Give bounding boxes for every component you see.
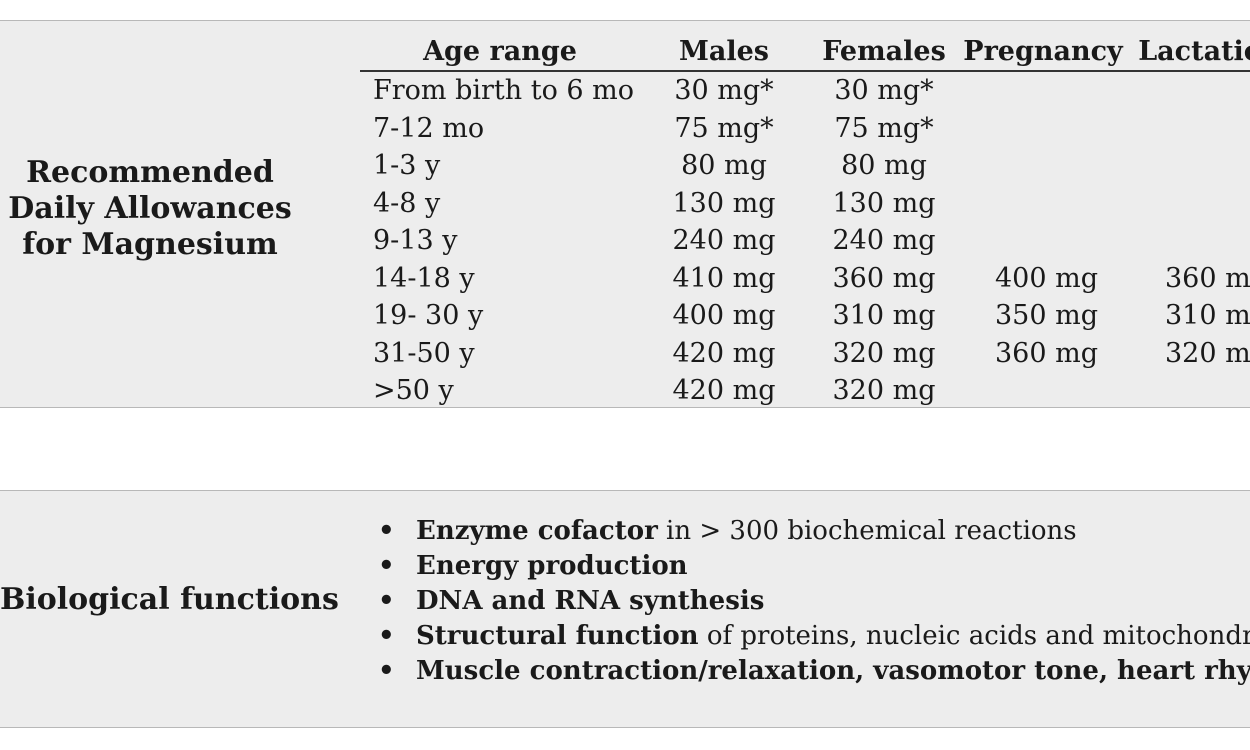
biological-functions-title: Biological functions (0, 582, 339, 617)
cell-pregnancy: 360 mg (995, 337, 1099, 369)
rda-title-line: for Magnesium (22, 227, 278, 262)
cell-males: 240 mg (672, 225, 776, 256)
cell-males: 30 mg* (674, 75, 774, 106)
bullet-marker: • (378, 621, 395, 651)
function-bold-text: DNA and RNA synthesis (416, 586, 765, 616)
function-bold-text: Muscle contraction/relaxation, vasomotor… (416, 656, 1250, 686)
cell-age-range: 31-50 y (373, 337, 475, 369)
function-item: • Muscle contraction/relaxation, vasomoto… (378, 654, 1250, 689)
header-pregnancy: Pregnancy (963, 36, 1123, 67)
bullet-marker: • (378, 656, 395, 686)
rda-title-line: Recommended (26, 155, 274, 190)
cell-age-range: 1-3 y (373, 150, 441, 181)
cell-age-range: 19- 30 y (373, 300, 484, 331)
bullet-marker: • (378, 516, 395, 546)
bullet-marker: • (378, 586, 395, 616)
cell-females: 320 mg (832, 337, 936, 369)
header-lactation: Lactatio (1138, 36, 1250, 67)
function-item: • Enzyme cofactor in > 300 biochemical re… (378, 514, 1250, 549)
function-item: • Energy production (378, 549, 1250, 584)
function-text: Muscle contraction/relaxation, vasomotor… (416, 654, 1250, 689)
function-item: • Structural function of proteins, nuclei… (378, 619, 1250, 654)
cell-pregnancy: 400 mg (995, 262, 1099, 294)
cell-females: 320 mg (832, 375, 936, 406)
cell-age-range: >50 y (373, 375, 454, 406)
cell-lactation: 320 mg (1165, 337, 1250, 369)
cell-females: 75 mg* (834, 112, 934, 144)
header-age-range: Age range (423, 36, 577, 67)
rda-title-line: Daily Allowances (8, 191, 292, 226)
cell-age-range: 9-13 y (373, 225, 458, 256)
function-bold-text: Structural function (416, 621, 699, 651)
cell-females: 130 mg (832, 187, 936, 219)
bullet-marker: • (378, 551, 395, 581)
cell-age-range: 7-12 mo (373, 112, 485, 144)
function-plain-text: in > 300 biochemical reactions (657, 516, 1077, 546)
cell-males: 420 mg (672, 375, 776, 406)
function-bold-text: Enzyme cofactor (416, 516, 658, 546)
function-text: Energy production (416, 549, 688, 584)
header-males: Males (678, 36, 770, 67)
cell-age-range: From birth to 6 mo (373, 75, 635, 106)
function-text: Enzyme cofactor in > 300 biochemical rea… (416, 514, 1077, 549)
cell-lactation: 310 mg (1165, 300, 1250, 331)
header-rule (360, 70, 1250, 72)
cell-females: 310 mg (832, 300, 936, 331)
cell-males: 410 mg (672, 262, 776, 294)
function-plain-text: of proteins, nucleic acids and mitochond… (698, 621, 1250, 651)
function-item: • DNA and RNA synthesis (378, 584, 1250, 619)
cell-males: 80 mg (681, 150, 767, 181)
cell-males: 130 mg (672, 187, 776, 219)
cell-pregnancy: 350 mg (995, 300, 1099, 331)
cell-age-range: 14-18 y (373, 262, 475, 294)
cell-males: 420 mg (672, 337, 776, 369)
cell-females: 360 mg (832, 262, 936, 294)
cell-females: 30 mg* (834, 75, 934, 106)
rda-panel (0, 20, 1250, 408)
biological-functions-list: • Enzyme cofactor in > 300 biochemical re… (378, 514, 1250, 689)
function-text: Structural function of proteins, nucleic… (416, 619, 1250, 654)
cell-age-range: 4-8 y (373, 187, 441, 219)
cell-lactation: 360 mg (1165, 262, 1250, 294)
cell-males: 400 mg (672, 300, 776, 331)
rda-title: Recommended Daily Allowances for Magnesi… (0, 155, 300, 263)
header-females: Females (822, 36, 946, 67)
function-bold-text: Energy production (416, 551, 688, 581)
cell-males: 75 mg* (674, 112, 774, 144)
biological-functions-panel (0, 490, 1250, 728)
function-text: DNA and RNA synthesis (416, 584, 764, 619)
cell-females: 80 mg (841, 150, 927, 181)
cell-females: 240 mg (832, 225, 936, 256)
